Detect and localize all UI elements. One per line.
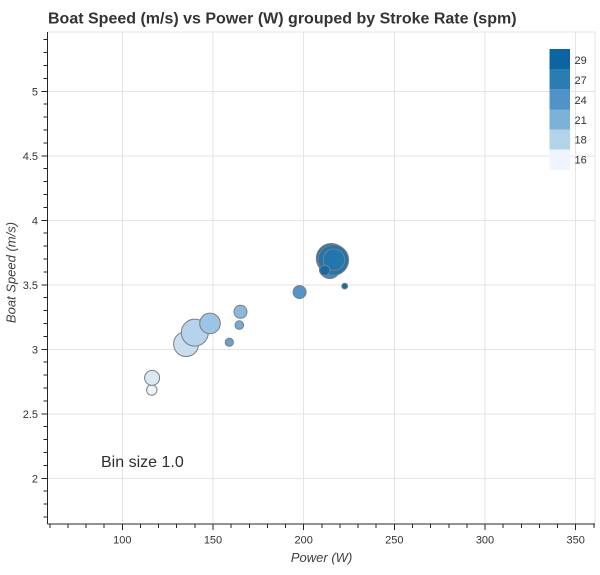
svg-text:21: 21 (575, 115, 587, 127)
svg-text:3: 3 (32, 345, 38, 357)
svg-text:2.5: 2.5 (23, 409, 38, 421)
svg-text:100: 100 (113, 535, 131, 547)
svg-text:27: 27 (575, 75, 587, 87)
svg-text:29: 29 (575, 55, 587, 67)
svg-text:2: 2 (32, 474, 38, 486)
svg-text:Bin size 1.0: Bin size 1.0 (101, 454, 184, 471)
svg-text:4.5: 4.5 (23, 151, 38, 163)
svg-text:24: 24 (575, 95, 587, 107)
svg-text:350: 350 (567, 535, 585, 547)
svg-text:200: 200 (295, 535, 313, 547)
svg-text:5: 5 (32, 87, 38, 99)
svg-text:Power (W): Power (W) (291, 550, 352, 565)
svg-text:4: 4 (32, 216, 38, 228)
svg-text:3.5: 3.5 (23, 280, 38, 292)
svg-text:16: 16 (575, 155, 587, 167)
svg-text:Boat Speed (m/s): Boat Speed (m/s) (4, 222, 19, 323)
svg-text:Boat Speed (m/s) vs Power (W): Boat Speed (m/s) vs Power (W) grouped by… (48, 11, 517, 28)
svg-text:150: 150 (204, 535, 222, 547)
svg-text:300: 300 (476, 535, 494, 547)
svg-text:18: 18 (575, 135, 587, 147)
svg-text:250: 250 (385, 535, 403, 547)
